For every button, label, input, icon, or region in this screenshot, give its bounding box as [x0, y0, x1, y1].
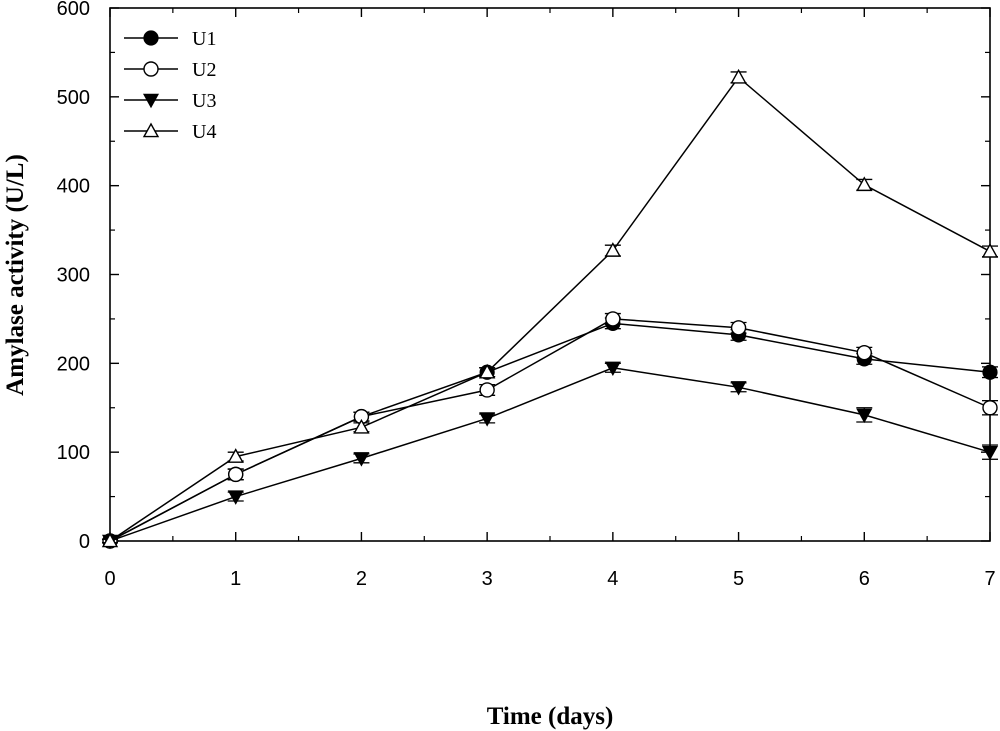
- legend: U1 U2 U3 U4: [124, 28, 216, 143]
- y-tick-label: 400: [57, 176, 90, 198]
- legend-label: U2: [192, 59, 216, 81]
- data-point: [730, 68, 747, 84]
- x-axis: 0 1 2 3 4 5 6 7: [104, 8, 996, 590]
- x-tick-label: 5: [733, 568, 744, 590]
- data-point: [227, 490, 244, 505]
- x-axis-title: Time (days): [487, 703, 614, 730]
- x-tick-label: 0: [104, 568, 115, 590]
- x-tick-label: 6: [859, 568, 870, 590]
- y-tick-label: 0: [79, 531, 90, 553]
- data-point: [479, 382, 495, 398]
- data-point: [604, 361, 621, 377]
- x-tick-label: 7: [984, 568, 995, 590]
- data-point: [478, 363, 496, 379]
- series-u3: [101, 361, 999, 550]
- data-point: [981, 445, 999, 461]
- data-point: [353, 418, 370, 434]
- y-tick-label: 100: [57, 442, 90, 464]
- x-tick-label: 2: [356, 568, 367, 590]
- legend-label: U1: [192, 28, 216, 50]
- legend-label: U4: [192, 121, 216, 143]
- series-line: [109, 318, 991, 542]
- data-point: [479, 412, 496, 427]
- legend-marker: [143, 30, 159, 46]
- series-line: [109, 367, 991, 542]
- legend-marker: [142, 122, 160, 138]
- y-axis: 0 100 200 300 400 500 600: [57, 0, 990, 553]
- y-tick-label: 500: [57, 87, 90, 109]
- x-tick-label: 4: [607, 568, 618, 590]
- y-axis-title: Amylase activity (U/L): [2, 154, 29, 396]
- y-tick-label: 200: [57, 353, 90, 375]
- data-point: [856, 344, 872, 361]
- data-point: [982, 400, 998, 416]
- data-point: [101, 532, 119, 548]
- x-tick-label: 1: [230, 568, 241, 590]
- series-line: [109, 76, 991, 542]
- data-point: [605, 311, 621, 327]
- legend-marker: [143, 61, 159, 77]
- data-point: [730, 320, 747, 336]
- series-u4: [101, 68, 999, 548]
- data-point: [227, 448, 244, 463]
- y-tick-label: 600: [57, 0, 90, 20]
- data-point: [856, 408, 873, 424]
- data-point: [228, 466, 244, 483]
- y-tick-label: 300: [57, 265, 90, 287]
- data-point: [353, 452, 370, 467]
- legend-marker: [142, 93, 160, 109]
- data-point: [856, 176, 873, 192]
- x-tick-label: 3: [482, 568, 493, 590]
- series-u2: [102, 311, 998, 549]
- data-point: [981, 242, 999, 258]
- data-point: [982, 364, 998, 380]
- data-point: [730, 381, 747, 396]
- legend-label: U3: [192, 90, 216, 112]
- series-layer: [101, 68, 999, 550]
- data-point: [604, 242, 622, 257]
